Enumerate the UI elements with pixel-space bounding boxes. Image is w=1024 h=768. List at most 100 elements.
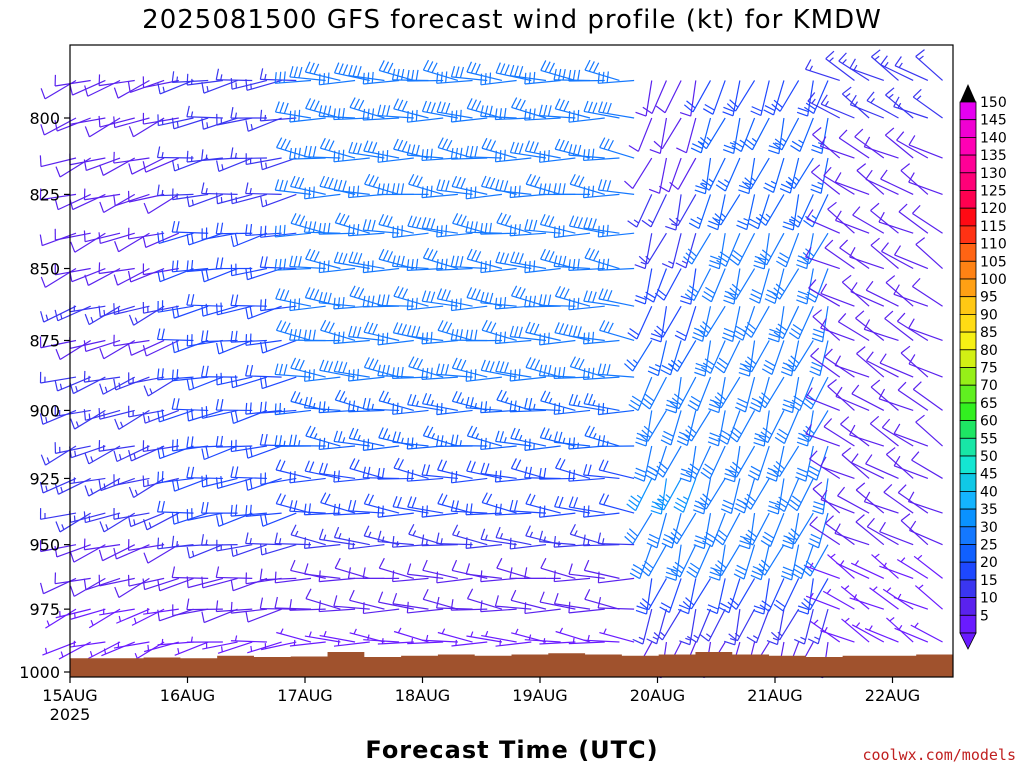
wind-barb bbox=[101, 641, 135, 657]
wind-barb bbox=[583, 100, 620, 119]
wind-barb bbox=[697, 117, 726, 150]
wind-barb bbox=[770, 608, 800, 641]
wind-barb bbox=[69, 577, 106, 597]
wind-barb bbox=[624, 512, 653, 545]
wind-barb bbox=[823, 166, 855, 195]
wind-barb bbox=[510, 427, 547, 447]
x-tick-label: 15AUG bbox=[42, 686, 97, 705]
wind-barb bbox=[706, 578, 726, 615]
wind-barb bbox=[422, 59, 459, 82]
wind-barb bbox=[865, 454, 899, 479]
wind-barb bbox=[538, 364, 576, 378]
wind-barb bbox=[812, 127, 841, 159]
wind-barb bbox=[646, 608, 668, 645]
wind-barb bbox=[808, 279, 841, 307]
colorbar-max-arrow bbox=[960, 84, 976, 102]
wind-barb bbox=[834, 523, 870, 546]
x-tick-label: 16AUG bbox=[160, 686, 215, 705]
wind-barb bbox=[54, 305, 91, 322]
wind-barb bbox=[780, 340, 800, 377]
colorbar-min-arrow bbox=[959, 632, 977, 650]
wind-barb bbox=[539, 505, 576, 518]
wind-barb bbox=[304, 563, 341, 579]
wind-barb bbox=[897, 484, 929, 514]
wind-barb bbox=[113, 641, 150, 649]
wind-barb bbox=[378, 214, 414, 234]
colorbar-swatch bbox=[959, 313, 977, 333]
wind-barb bbox=[466, 588, 503, 610]
wind-barb bbox=[795, 445, 814, 482]
wind-barb bbox=[186, 105, 223, 119]
wind-barb bbox=[878, 211, 914, 234]
wind-barb bbox=[776, 233, 800, 268]
colorbar-label: 95 bbox=[980, 290, 998, 306]
wind-barb bbox=[156, 368, 194, 381]
wind-barb bbox=[55, 608, 91, 619]
wind-barb bbox=[480, 260, 517, 274]
wind-barb bbox=[347, 223, 385, 237]
wind-barb bbox=[553, 402, 591, 415]
wind-barb bbox=[274, 435, 312, 447]
wind-barb bbox=[912, 88, 943, 119]
wind-barb bbox=[421, 367, 458, 380]
wind-barb bbox=[639, 410, 667, 442]
wind-barb bbox=[774, 478, 800, 513]
wind-barb bbox=[628, 117, 653, 152]
colorbar-label: 75 bbox=[980, 361, 998, 377]
wind-barb bbox=[554, 98, 591, 119]
wind-barb bbox=[669, 376, 697, 410]
wind-barb bbox=[655, 80, 682, 114]
wind-barb bbox=[731, 117, 756, 152]
wind-barb bbox=[682, 578, 712, 610]
wind-barb bbox=[907, 491, 943, 514]
wind-barb bbox=[201, 227, 238, 241]
colorbar-label: 35 bbox=[980, 502, 998, 518]
wind-barb bbox=[128, 305, 165, 326]
wind-barb bbox=[810, 157, 829, 194]
wind-barb bbox=[465, 369, 503, 382]
wind-barb bbox=[45, 608, 77, 629]
wind-barb bbox=[643, 268, 667, 303]
wind-barb bbox=[525, 357, 561, 378]
wind-barb bbox=[894, 245, 929, 270]
wind-barb bbox=[627, 305, 653, 340]
wind-barb bbox=[539, 214, 576, 234]
wind-barb bbox=[539, 150, 576, 163]
wind-barb bbox=[275, 493, 312, 514]
wind-barb bbox=[692, 306, 712, 342]
wind-barb bbox=[377, 150, 414, 163]
wind-barb bbox=[260, 339, 297, 354]
wind-barb bbox=[509, 368, 547, 382]
wind-barb bbox=[727, 578, 756, 610]
wind-barb bbox=[274, 258, 312, 271]
wind-barb bbox=[142, 409, 180, 424]
wind-barb bbox=[661, 233, 682, 269]
wind-barb bbox=[39, 371, 77, 384]
wind-barb bbox=[465, 563, 503, 579]
colorbar-label: 130 bbox=[980, 166, 1007, 182]
wind-barb bbox=[289, 66, 326, 82]
wind-barb bbox=[915, 237, 943, 269]
wind-barb bbox=[451, 175, 488, 195]
y-axis: 800 825 850 875 900 925 950 975 1000 bbox=[19, 109, 70, 682]
wind-barb bbox=[870, 202, 899, 234]
wind-barb bbox=[450, 329, 488, 342]
wind-barb bbox=[555, 457, 591, 480]
wind-barb bbox=[805, 592, 840, 610]
wind-barb bbox=[452, 524, 488, 546]
wind-barb bbox=[260, 193, 297, 208]
wind-barb bbox=[896, 131, 929, 159]
wind-barb bbox=[230, 504, 267, 517]
wind-barb bbox=[348, 251, 385, 270]
wind-barb bbox=[113, 193, 150, 207]
wind-barb bbox=[641, 194, 667, 228]
wind-barb bbox=[450, 298, 488, 312]
wind-barb bbox=[186, 466, 223, 480]
wind-barb bbox=[157, 79, 194, 95]
wind-barb bbox=[822, 588, 855, 610]
wind-barb bbox=[885, 275, 914, 307]
wind-barb bbox=[634, 233, 653, 270]
wind-barb bbox=[811, 306, 829, 343]
wind-barb bbox=[406, 297, 444, 311]
wind-barb bbox=[753, 578, 770, 615]
